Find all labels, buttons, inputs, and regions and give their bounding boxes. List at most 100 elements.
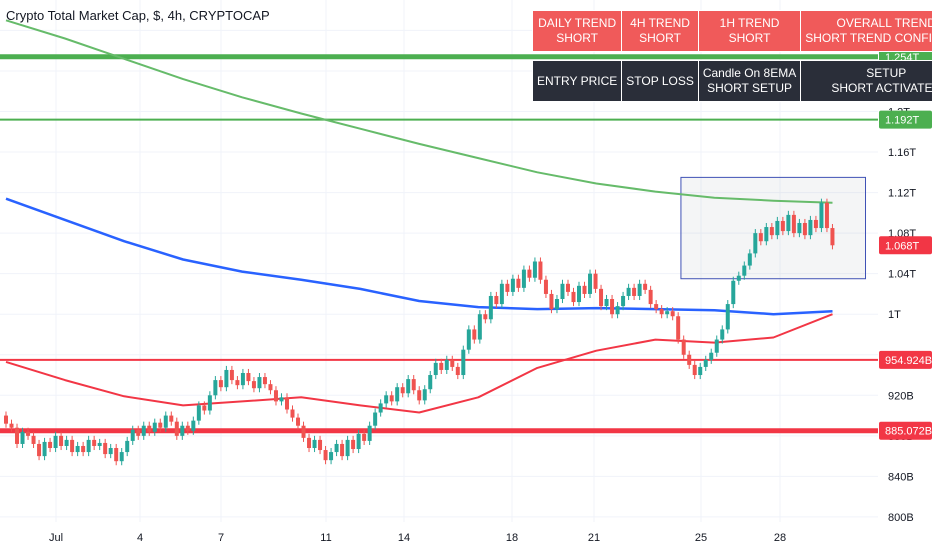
candle-body xyxy=(141,425,146,436)
candle-body xyxy=(378,403,383,413)
candle-body xyxy=(466,329,471,350)
candle-body xyxy=(119,452,124,462)
candle-body xyxy=(334,443,339,453)
candle-body xyxy=(720,329,725,340)
candle xyxy=(736,271,741,285)
candle-body xyxy=(439,362,444,370)
candle-body xyxy=(97,442,102,446)
candle-body xyxy=(455,366,460,376)
candle-body xyxy=(114,448,119,462)
candle-body xyxy=(742,265,747,276)
candle-body xyxy=(565,283,570,292)
candle xyxy=(37,439,42,461)
x-tick-label: 7 xyxy=(218,532,224,544)
candle-body xyxy=(395,387,400,402)
candle xyxy=(31,431,36,449)
candle-body xyxy=(64,439,69,446)
x-tick-label: 28 xyxy=(774,532,786,544)
candle xyxy=(610,294,615,319)
candle-body xyxy=(450,359,455,367)
candle-body xyxy=(461,349,466,376)
x-tick-label: 4 xyxy=(137,532,143,544)
candle-body xyxy=(692,364,697,376)
candle xyxy=(411,375,416,395)
candle-body xyxy=(356,433,361,450)
candle-body xyxy=(813,219,818,229)
candle-body xyxy=(158,422,163,428)
candle-body xyxy=(472,329,477,340)
candle xyxy=(169,411,174,426)
candle-body xyxy=(108,448,113,455)
candle xyxy=(97,438,102,451)
level-tag: 1.192T xyxy=(879,110,932,129)
candle-body xyxy=(786,214,791,232)
candle xyxy=(742,261,747,280)
candle xyxy=(709,348,714,364)
candle-body xyxy=(433,362,438,376)
candle xyxy=(15,423,20,449)
candle-body xyxy=(174,421,179,436)
level-tag: 885.072B xyxy=(879,421,932,440)
candle-body xyxy=(301,425,306,438)
candle-body xyxy=(26,431,31,436)
candle xyxy=(119,448,124,466)
candle-body xyxy=(400,387,405,394)
candle xyxy=(681,335,686,359)
candle-body xyxy=(42,441,47,457)
level-tag-text: 885.072B xyxy=(885,426,932,438)
candle xyxy=(808,215,813,240)
signal-table: DAILY TREND SHORT 4H TREND SHORT 1H TREND S… xyxy=(531,10,932,102)
candle-body xyxy=(318,439,323,451)
candle-body xyxy=(235,380,240,386)
candle-body xyxy=(251,381,256,389)
candle xyxy=(290,405,295,422)
candle-body xyxy=(538,261,543,280)
candle-body xyxy=(621,295,626,307)
candle-body xyxy=(125,440,130,453)
candle-body xyxy=(428,375,433,390)
candle-body xyxy=(758,233,763,242)
level-tag-bg xyxy=(879,421,932,440)
candle-body xyxy=(340,443,345,457)
candle-body xyxy=(312,439,317,449)
candle-body xyxy=(775,220,780,236)
candle xyxy=(207,391,212,415)
candle-body xyxy=(681,339,686,355)
candle-body xyxy=(549,293,554,310)
candle xyxy=(461,345,466,380)
candle xyxy=(698,362,703,380)
candle-body xyxy=(362,433,367,441)
candle xyxy=(334,439,339,457)
candle-body xyxy=(582,285,587,294)
candle xyxy=(538,257,543,284)
candle-body xyxy=(367,425,372,441)
candle xyxy=(670,307,675,321)
candle xyxy=(775,216,780,240)
candle xyxy=(158,418,163,432)
candle xyxy=(235,376,240,390)
candle xyxy=(103,438,108,459)
candle-body xyxy=(516,278,521,288)
candle-body xyxy=(37,443,42,457)
candle-body xyxy=(103,442,108,455)
candle-body xyxy=(499,283,504,305)
candle-body xyxy=(714,339,719,353)
candle xyxy=(340,439,345,461)
candle-body xyxy=(59,435,64,446)
entry-price-cell: ENTRY PRICE xyxy=(531,60,623,102)
1h-trend-cell: 1H TREND SHORT xyxy=(697,10,802,52)
candle xyxy=(53,431,58,453)
candle xyxy=(532,257,537,282)
candle-body xyxy=(527,269,532,278)
last-price-tag: 1.068T xyxy=(879,236,932,255)
candle xyxy=(318,435,323,455)
candle xyxy=(648,285,653,309)
candle xyxy=(262,373,267,389)
candle-body xyxy=(15,427,20,444)
y-tick-label: 1.04T xyxy=(888,269,916,281)
level-tag-text: 1.192T xyxy=(885,115,920,127)
candle-body xyxy=(373,412,378,426)
candle-body xyxy=(802,222,807,236)
candle xyxy=(92,435,97,451)
